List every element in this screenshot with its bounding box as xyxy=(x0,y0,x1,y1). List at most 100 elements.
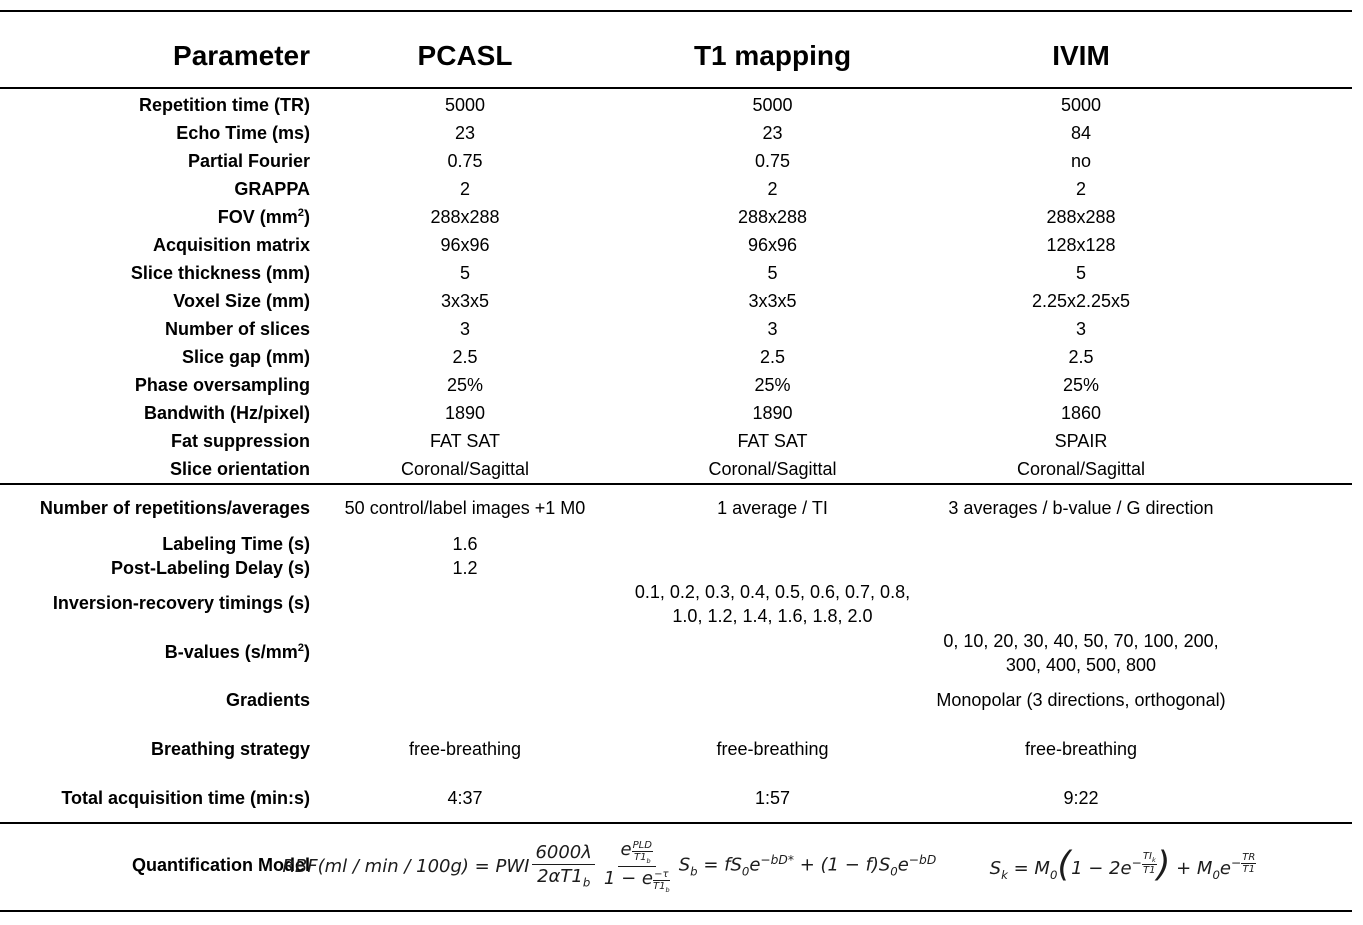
param-label: Post-Labeling Delay (s) xyxy=(110,558,310,579)
value-pcasl: 3x3x5 xyxy=(440,291,490,312)
value-ivim: 9:22 xyxy=(1063,788,1099,809)
param-label: Partial Fourier xyxy=(187,151,310,172)
value-ivim: 5000 xyxy=(1060,95,1102,116)
value-ivim: no xyxy=(1070,151,1092,172)
value-pcasl: 5 xyxy=(459,263,470,284)
param-label: GRAPPA xyxy=(234,179,310,200)
value-pcasl: 1890 xyxy=(444,403,486,424)
row-repetition-time: Repetition time (TR) 5000 5000 5000 xyxy=(0,92,1237,120)
formula-t1-inversion-recovery: Sk = M0(1 − 2e − TIk T1) + M0e − TR T1 xyxy=(989,843,1257,885)
row-number-of-slices: Number of slices 3 3 3 xyxy=(0,316,1237,344)
value-ivim: 288x288 xyxy=(1046,207,1116,228)
value-pcasl: 50 control/label images +1 M0 xyxy=(344,498,586,519)
row-breathing-strategy: Breathing strategy free-breathing free-b… xyxy=(0,736,1237,764)
value-pcasl: FAT SAT xyxy=(429,431,500,452)
ir-timings-line1: 0.1, 0.2, 0.3, 0.4, 0.5, 0.6, 0.7, 0.8, xyxy=(634,582,911,602)
value-t1: 1 average / TI xyxy=(717,498,828,519)
row-total-acquisition-time: Total acquisition time (min:s) 4:37 1:57… xyxy=(0,785,1237,813)
column-header-ivim: IVIM xyxy=(1052,40,1110,72)
param-label: Voxel Size (mm) xyxy=(173,291,310,312)
value-pcasl: Coronal/Sagittal xyxy=(400,459,530,480)
param-label: Slice gap (mm) xyxy=(181,347,310,368)
b-values-line1: 0, 10, 20, 30, 40, 50, 70, 100, 200, xyxy=(943,631,1219,651)
divider-line-pre-formula xyxy=(0,822,1352,824)
rbf-lhs: RBF(ml / min / 100g) = PWI xyxy=(282,855,530,877)
value-t1: 5 xyxy=(767,263,778,284)
column-header-parameter: Parameter xyxy=(173,40,310,72)
formula-ivim-biexponential: Sb = fS0e −bD* + (1 − f)S0e −bD xyxy=(678,852,937,879)
column-header-pcasl: PCASL xyxy=(417,40,513,72)
param-label: Number of repetitions/averages xyxy=(39,498,310,519)
value-pcasl: 25% xyxy=(446,375,484,396)
value-t1: Coronal/Sagittal xyxy=(708,459,837,480)
value-ivim: SPAIR xyxy=(1054,431,1108,452)
b-values-line2: 300, 400, 500, 800 xyxy=(1005,655,1157,675)
param-label: Echo Time (ms) xyxy=(176,123,310,144)
value-t1: 1:57 xyxy=(754,788,791,809)
param-label: Inversion-recovery timings (s) xyxy=(52,593,310,614)
param-label: Bandwith (Hz/pixel) xyxy=(144,403,310,424)
row-gradients: Gradients Monopolar (3 directions, ortho… xyxy=(0,687,1237,715)
param-label: FOV (mm2) xyxy=(217,207,310,228)
divider-line-top xyxy=(0,10,1352,12)
divider-line-mid xyxy=(0,483,1352,485)
param-label: Total acquisition time (min:s) xyxy=(61,788,310,809)
rbf-fraction-2: e PLD T1b 1 − e −τ T1b xyxy=(603,839,670,894)
value-pcasl: 1.6 xyxy=(452,534,478,555)
value-ivim: 25% xyxy=(1062,375,1100,396)
formula-pcasl-rbf: RBF(ml / min / 100g) = PWI 6000λ 2αT1b e… xyxy=(282,838,669,894)
value-ivim: Monopolar (3 directions, orthogonal) xyxy=(936,690,1226,711)
row-repetitions-averages: Number of repetitions/averages 50 contro… xyxy=(0,495,1237,523)
value-ivim: free-breathing xyxy=(1024,739,1138,760)
param-label: Number of slices xyxy=(164,319,310,340)
value-ivim: 3 xyxy=(1075,319,1086,340)
param-label: Gradients xyxy=(225,690,310,711)
column-header-t1-mapping: T1 mapping xyxy=(693,40,852,72)
param-label: Quantification Model xyxy=(132,855,310,876)
value-t1: 25% xyxy=(754,375,791,396)
value-t1: 1890 xyxy=(752,403,793,424)
value-t1: 3x3x5 xyxy=(748,291,797,312)
value-ivim: 84 xyxy=(1070,123,1092,144)
row-bandwidth: Bandwith (Hz/pixel) 1890 1890 1860 xyxy=(0,400,1237,428)
value-t1: FAT SAT xyxy=(737,431,808,452)
row-post-labeling-delay: Post-Labeling Delay (s) 1.2 xyxy=(0,555,1237,583)
value-t1: 23 xyxy=(762,123,783,144)
row-slice-orientation: Slice orientation Coronal/Sagittal Coron… xyxy=(0,456,1237,484)
value-pcasl: 23 xyxy=(454,123,476,144)
param-label: Slice thickness (mm) xyxy=(130,263,310,284)
row-fov: FOV (mm2) 288x288 288x288 288x288 xyxy=(0,204,1237,232)
row-acquisition-matrix: Acquisition matrix 96x96 96x96 128x128 xyxy=(0,232,1237,260)
row-grappa: GRAPPA 2 2 2 xyxy=(0,176,1237,204)
ir-timings-line2: 1.0, 1.2, 1.4, 1.6, 1.8, 2.0 xyxy=(672,606,873,626)
param-label: Phase oversampling xyxy=(134,375,310,396)
value-t1: 2 xyxy=(767,179,778,200)
param-label: Repetition time (TR) xyxy=(139,95,310,116)
row-partial-fourier: Partial Fourier 0.75 0.75 no xyxy=(0,148,1237,176)
row-slice-gap: Slice gap (mm) 2.5 2.5 2.5 xyxy=(0,344,1237,372)
param-label: Breathing strategy xyxy=(150,739,310,760)
value-ivim: 1860 xyxy=(1060,403,1102,424)
value-pcasl: free-breathing xyxy=(408,739,522,760)
rbf-fraction-1: 6000λ 2αT1b xyxy=(532,841,595,891)
value-t1: 2.5 xyxy=(759,347,786,368)
value-pcasl: 0.75 xyxy=(447,151,483,172)
value-ivim: 128x128 xyxy=(1046,235,1116,256)
param-label: B-values (s/mm2) xyxy=(164,642,310,663)
row-fat-suppression: Fat suppression FAT SAT FAT SAT SPAIR xyxy=(0,428,1237,456)
divider-line-bottom xyxy=(0,910,1352,912)
value-t1: 0.75 xyxy=(754,151,791,172)
value-pcasl: 288x288 xyxy=(430,207,500,228)
value-ivim: 2 xyxy=(1075,179,1086,200)
value-ivim: 5 xyxy=(1075,263,1086,284)
param-label: Fat suppression xyxy=(170,431,310,452)
param-label: Acquisition matrix xyxy=(152,235,310,256)
value-t1: 5000 xyxy=(752,95,793,116)
value-ivim: 3 averages / b-value / G direction xyxy=(948,498,1214,519)
row-inversion-recovery-timings: Inversion-recovery timings (s) 0.1, 0.2,… xyxy=(0,580,1237,628)
row-b-values: B-values (s/mm2) 0, 10, 20, 30, 40, 50, … xyxy=(0,629,1237,677)
value-t1: 0.1, 0.2, 0.3, 0.4, 0.5, 0.6, 0.7, 0.8, … xyxy=(620,580,925,628)
param-label: Labeling Time (s) xyxy=(162,534,310,555)
row-slice-thickness: Slice thickness (mm) 5 5 5 xyxy=(0,260,1237,288)
